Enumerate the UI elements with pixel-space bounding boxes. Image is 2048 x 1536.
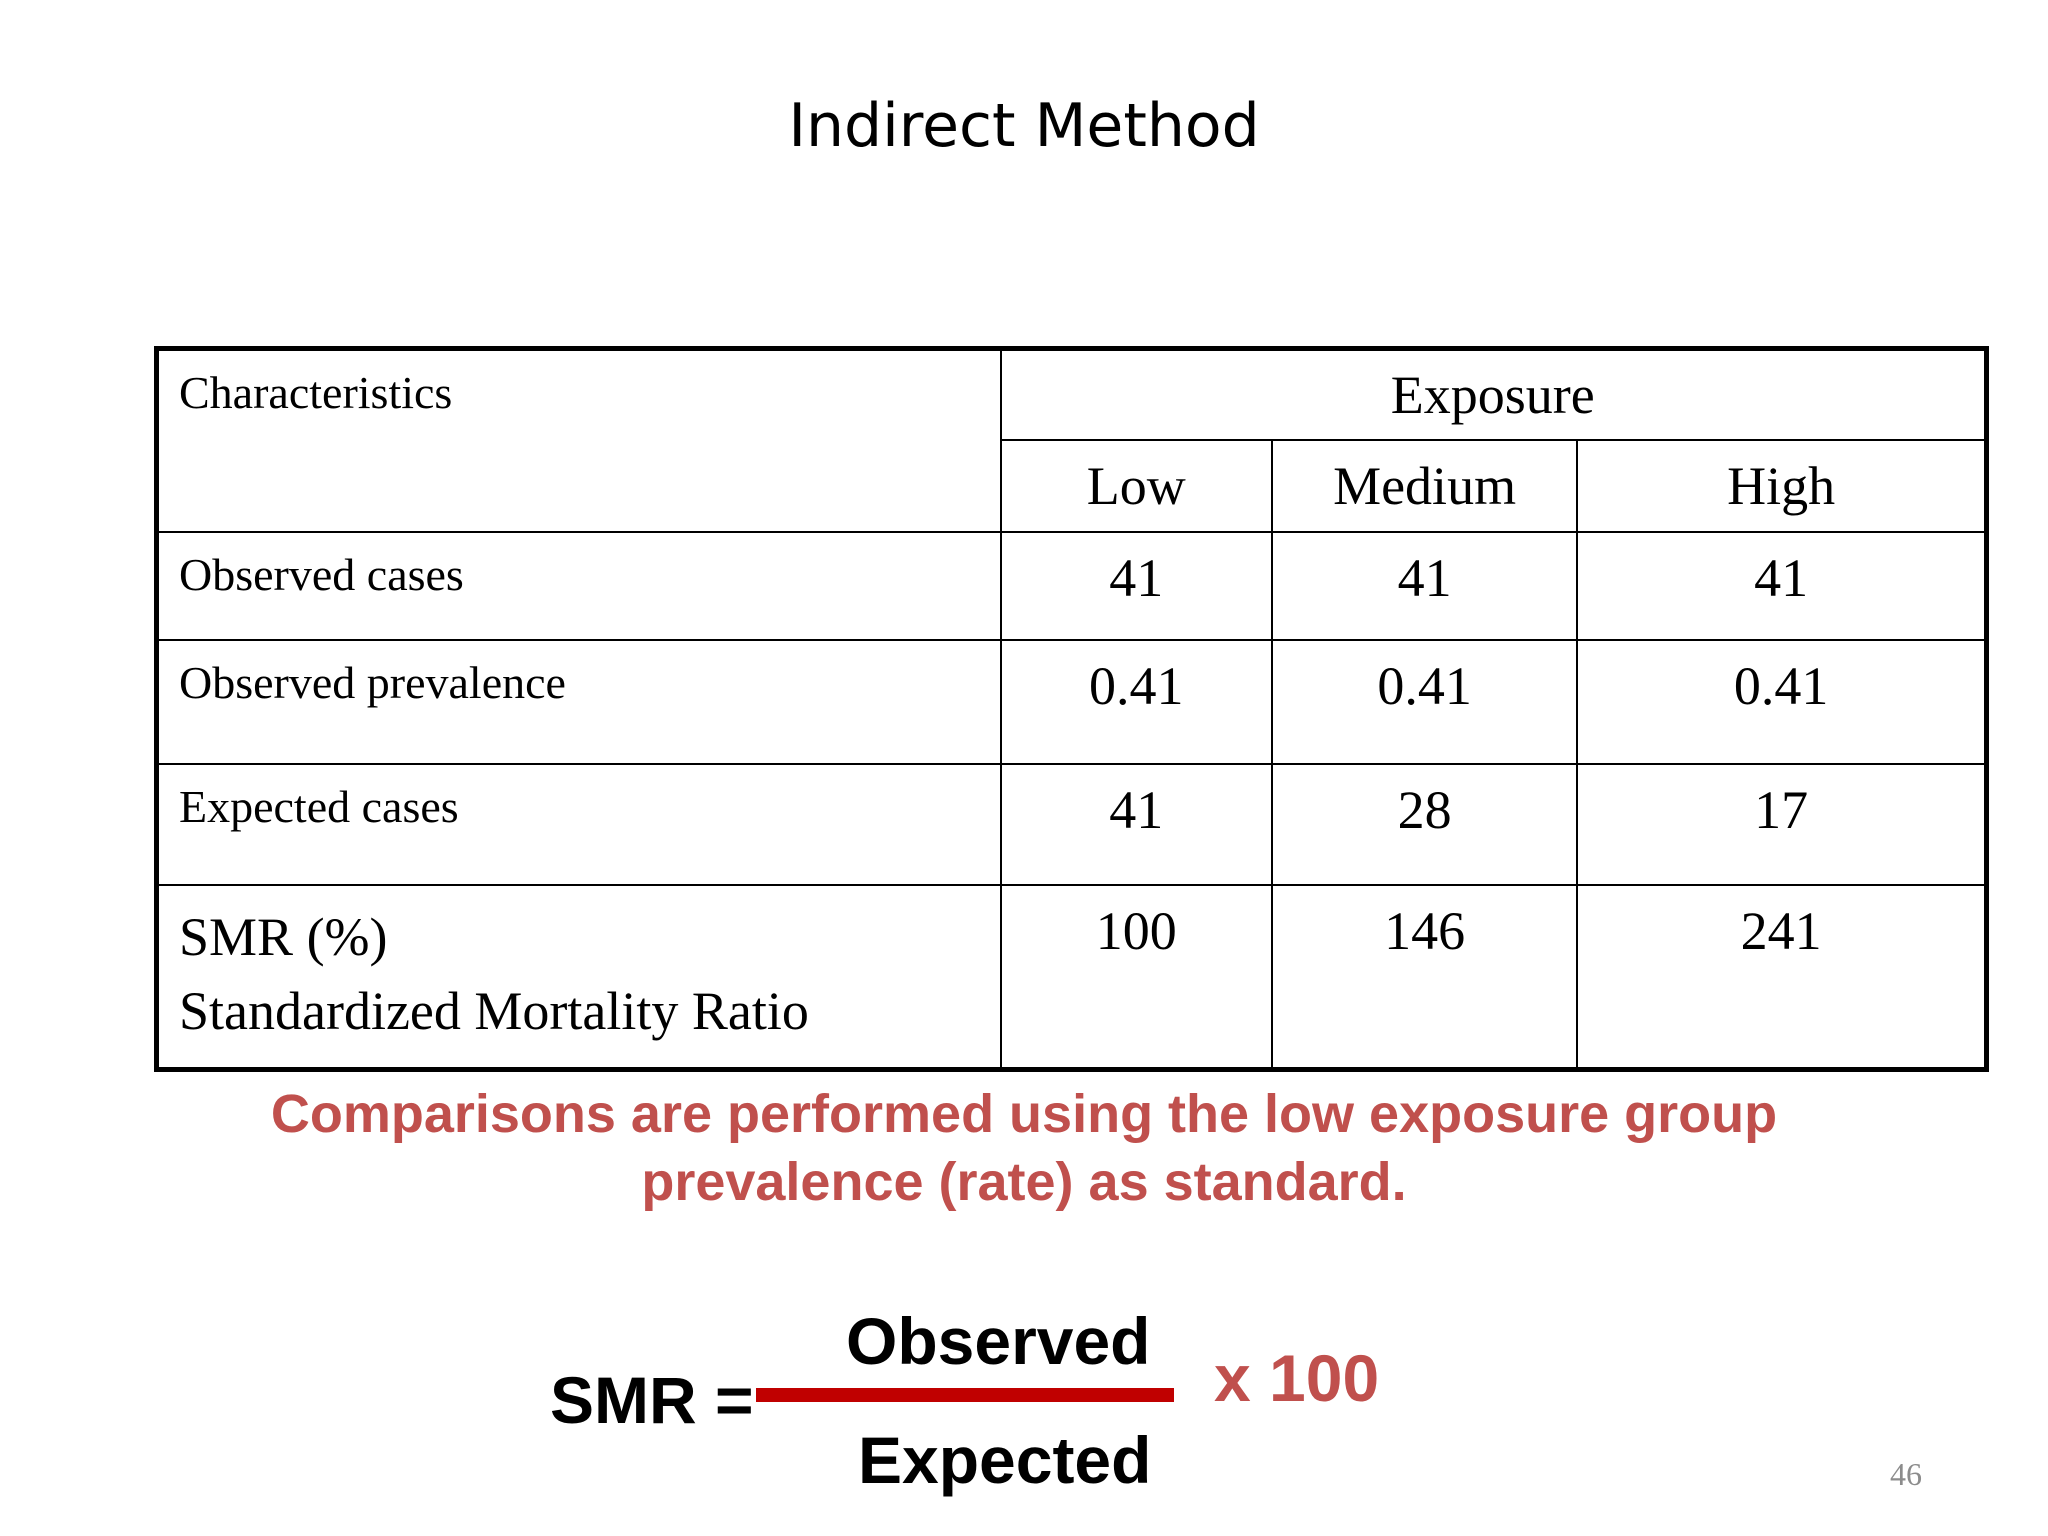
cell-value: 41 xyxy=(999,763,1273,886)
cell-value: 0.41 xyxy=(999,639,1273,765)
level-medium-header: Medium xyxy=(1270,439,1579,533)
exposure-header: Exposure xyxy=(999,347,1988,441)
smr-sublabel: Standardized Mortality Ratio xyxy=(179,981,809,1041)
level-low-header: Low xyxy=(999,439,1273,533)
data-table: Characteristics Exposure Low Medium High… xyxy=(154,346,1989,1072)
cell-value: 146 xyxy=(1270,884,1579,1071)
formula-denominator: Expected xyxy=(858,1423,1152,1497)
cell-value: 0.41 xyxy=(1270,639,1579,765)
row-label-observed-prevalence: Observed prevalence xyxy=(155,639,1002,765)
table-row: Observed prevalence 0.41 0.41 0.41 xyxy=(155,639,1988,765)
cell-value: 17 xyxy=(1576,763,1988,886)
cell-value: 100 xyxy=(999,884,1273,1071)
row-label-smr: SMR (%) Standardized Mortality Ratio xyxy=(155,884,1002,1071)
table-row: SMR (%) Standardized Mortality Ratio 100… xyxy=(155,884,1988,1071)
formula-lhs: SMR = xyxy=(550,1363,754,1437)
table-row: Expected cases 41 28 17 xyxy=(155,763,1988,886)
table-header-row: Characteristics Exposure xyxy=(155,347,1988,533)
cell-value: 241 xyxy=(1576,884,1988,1071)
cell-value: 0.41 xyxy=(1576,639,1988,765)
note-line-1: Comparisons are performed using the low … xyxy=(270,1084,1778,1144)
formula-numerator: Observed xyxy=(846,1304,1151,1378)
row-label-expected-cases: Expected cases xyxy=(155,763,1002,886)
formula-multiplier: x 100 xyxy=(1214,1341,1380,1415)
note-line-2: prevalence (rate) as standard. xyxy=(641,1152,1407,1212)
corner-label: Characteristics xyxy=(155,347,1002,533)
cell-value: 41 xyxy=(1576,531,1988,641)
smr-label: SMR (%) xyxy=(179,907,388,967)
table-row: Observed cases 41 41 41 xyxy=(155,531,1988,641)
comparison-note: Comparisons are performed using the low … xyxy=(0,1080,2048,1216)
fraction-bar xyxy=(756,1388,1174,1402)
table-level-row: Low Medium High xyxy=(157,439,1988,533)
slide-title: Indirect Method xyxy=(788,91,1260,161)
cell-value: 28 xyxy=(1270,763,1579,886)
level-high-header: High xyxy=(1576,439,1988,533)
page-number: 46 xyxy=(1890,1456,1922,1492)
row-label-observed-cases: Observed cases xyxy=(155,531,1002,641)
cell-value: 41 xyxy=(1270,531,1579,641)
cell-value: 41 xyxy=(999,531,1273,641)
